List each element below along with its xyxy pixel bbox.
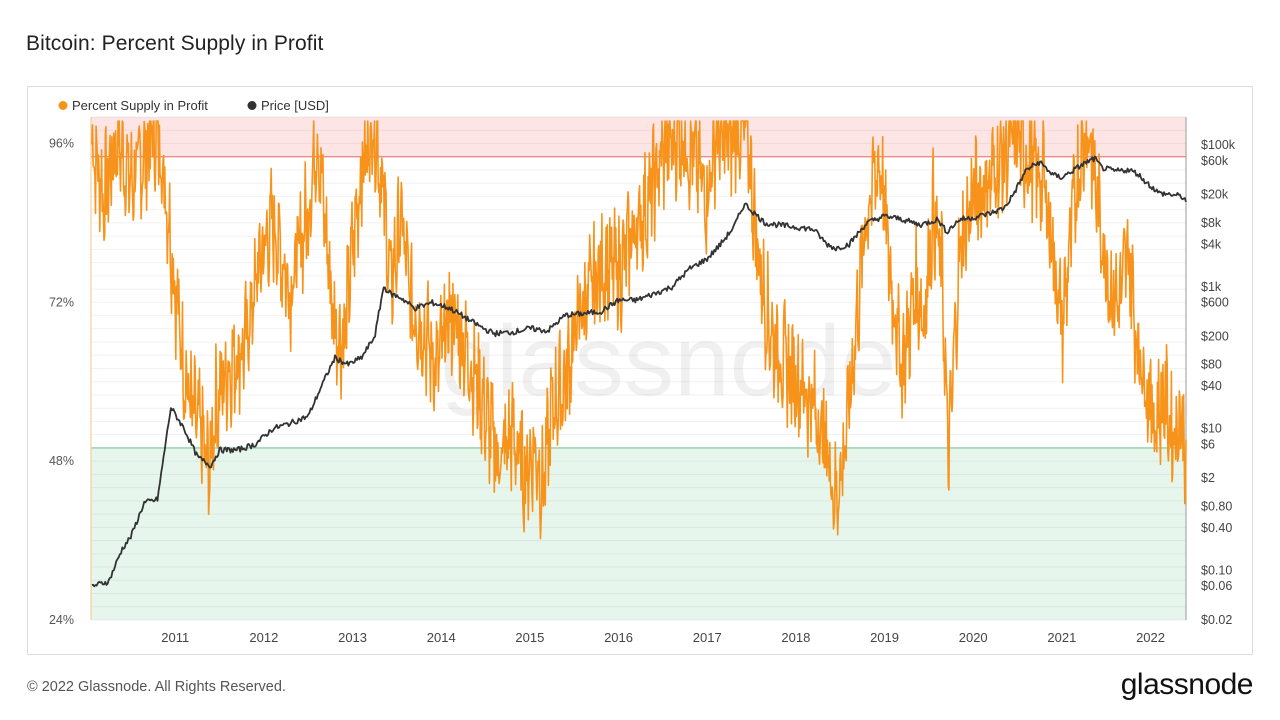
chart-container: glassnode 2011 2012 2013 2014 2015 2016 2017 201… <box>27 86 1253 655</box>
y-right-tick-label: $8k <box>1201 216 1222 230</box>
y-right-tick-label: $600 <box>1201 296 1229 310</box>
legend: Percent Supply in Profit Price [USD] <box>58 98 329 113</box>
y-right-tick-label: $60k <box>1201 154 1229 168</box>
y-right-tick-label: $20k <box>1201 188 1229 202</box>
x-tick-label: 2021 <box>1047 630 1076 645</box>
series-price-usd <box>91 155 1187 588</box>
y-axis-right: $100k$60k$20k$8k$4k$1k$600$200$80$40$10$… <box>1201 138 1236 627</box>
y-right-tick-label: $40 <box>1201 379 1222 393</box>
legend-label: Percent Supply in Profit <box>72 98 208 113</box>
y-right-tick-label: $0.80 <box>1201 499 1232 513</box>
legend-marker-profit <box>58 101 68 110</box>
y-right-tick-label: $100k <box>1201 138 1236 152</box>
y-right-tick-label: $0.10 <box>1201 563 1232 577</box>
x-tick-label: 2011 <box>161 630 189 645</box>
legend-label: Price [USD] <box>261 98 329 113</box>
copyright-text: © 2022 Glassnode. All Rights Reserved. <box>27 679 286 695</box>
watermark-text: glassnode <box>441 305 897 417</box>
chart-title: Bitcoin: Percent Supply in Profit <box>26 32 324 55</box>
x-tick-label: 2015 <box>515 630 544 645</box>
x-tick-label: 2019 <box>870 630 899 645</box>
y-left-tick-label: 24% <box>49 613 74 627</box>
y-right-tick-label: $10 <box>1201 422 1222 436</box>
x-tick-label: 2020 <box>959 630 988 645</box>
y-right-tick-label: $0.06 <box>1201 579 1232 593</box>
x-tick-label: 2014 <box>427 630 456 645</box>
series-percent-supply-in-profit <box>91 120 1187 540</box>
x-tick-label: 2016 <box>604 630 633 645</box>
x-tick-label: 2013 <box>338 630 367 645</box>
y-right-tick-label: $4k <box>1201 237 1222 251</box>
x-axis: 2011 2012 2013 2014 2015 2016 2017 2018 2019 2020… <box>161 630 1165 645</box>
y-right-tick-label: $200 <box>1201 329 1229 343</box>
y-left-tick-label: 72% <box>49 295 74 309</box>
undervalued-band <box>91 447 1186 620</box>
legend-marker-price <box>247 101 257 110</box>
y-axis-left: 96% 72% 48% 24% <box>49 136 74 627</box>
y-left-tick-label: 96% <box>49 136 74 150</box>
y-right-tick-label: $0.02 <box>1201 613 1232 627</box>
glassnode-logo[interactable]: glassnode <box>1120 668 1254 701</box>
x-tick-label: 2022 <box>1136 630 1165 645</box>
y-right-tick-label: $2 <box>1201 471 1215 485</box>
y-right-tick-label: $80 <box>1201 358 1222 372</box>
y-right-tick-label: $6 <box>1201 437 1215 451</box>
x-tick-label: 2012 <box>249 630 278 645</box>
x-tick-label: 2018 <box>781 630 810 645</box>
y-left-tick-label: 48% <box>49 454 74 468</box>
x-tick-label: 2017 <box>693 630 722 645</box>
y-right-tick-label: $0.40 <box>1201 521 1232 535</box>
y-right-tick-label: $1k <box>1201 280 1222 294</box>
